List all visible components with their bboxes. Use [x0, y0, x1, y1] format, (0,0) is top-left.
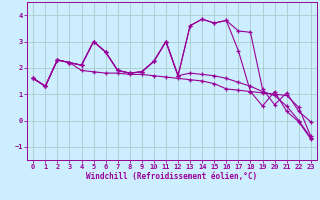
X-axis label: Windchill (Refroidissement éolien,°C): Windchill (Refroidissement éolien,°C) [86, 172, 258, 181]
